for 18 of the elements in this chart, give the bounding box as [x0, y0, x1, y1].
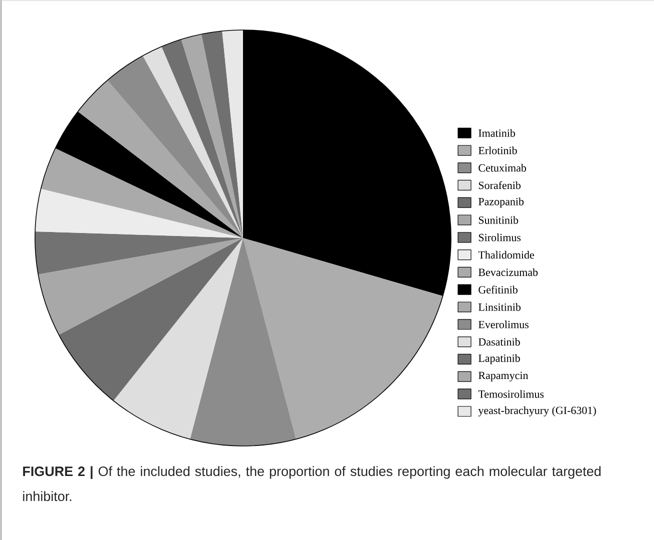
legend-label: Sirolimus [478, 234, 521, 242]
legend-label: yeast-brachyury (GI-6301) [478, 406, 596, 416]
legend-label: Imatinib [478, 129, 516, 137]
text: FIGURE 2 | Of the included studies, the proportion of studies reporting each molecular targeted inhibitor. [23, 466, 601, 502]
legend-label: Bevacizumab [478, 268, 538, 276]
legend-label: Cetuximab [478, 164, 526, 172]
legend-label: Thalidomide [478, 250, 534, 259]
legend-label: Sorafenib [478, 181, 521, 190]
legend-label: Sunitinib [478, 216, 518, 224]
legend-label: Linsitinib [478, 303, 521, 311]
legend-label: Erlotinib [478, 146, 517, 154]
legend-label: Pazopanib [478, 198, 524, 208]
legend-label: Lapatinib [478, 354, 520, 364]
legend-label: Temosirolimus [478, 390, 544, 398]
legend-label: Everolimus [478, 320, 529, 328]
legend-label: Rapamycin [478, 372, 528, 382]
legend-label: Gefitinib [478, 286, 518, 294]
legend-label: Dasatinib [478, 338, 520, 346]
